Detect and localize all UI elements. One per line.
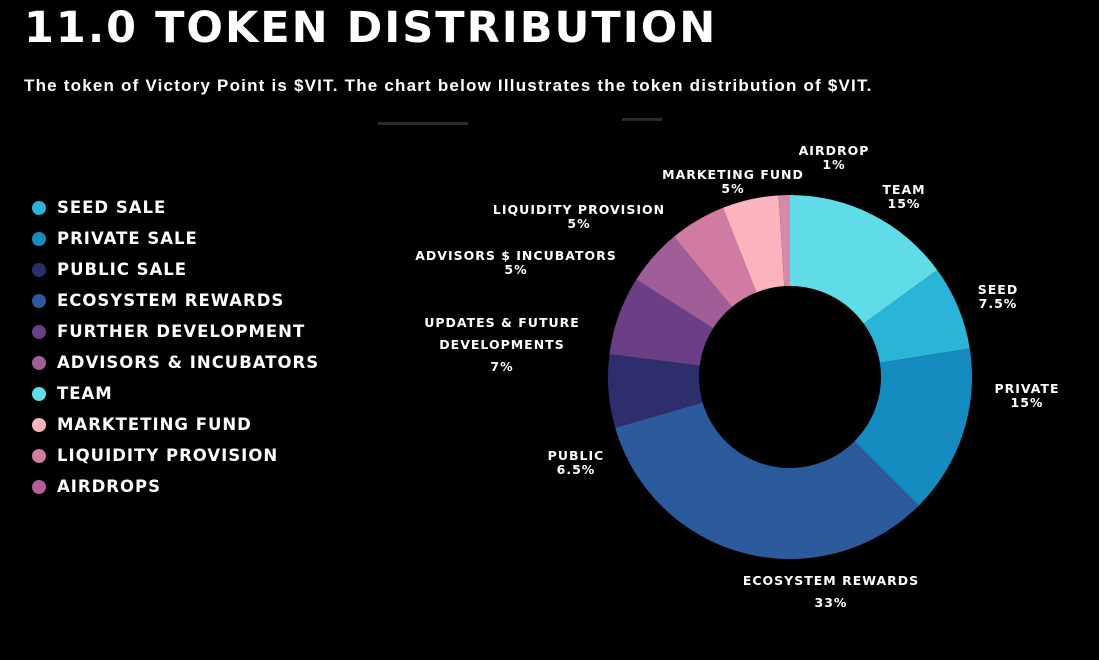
slice-label-line: 5% [567,216,590,231]
legend-swatch [32,386,46,401]
chart-labels: TEAM 15%SEED 7.5%PRIVATE 15%ECOSYSTEM REWAR… [415,143,1059,610]
divider-line [622,118,662,121]
slice-label-private: PRIVATE 15% [994,381,1059,410]
slice-label-line: 6.5% [557,462,596,477]
slice-label-airdrop: AIRDROP 1% [799,143,870,172]
slice-label-line: PUBLIC [548,448,605,463]
legend-swatch [32,200,46,215]
legend-item: SEED SALE [32,192,319,223]
slice-label-line: 5% [504,262,527,277]
legend-swatch [32,231,46,246]
slice-label-line: 7% [490,359,513,374]
page-title: 11.0 TOKEN DISTRIBUTION [24,3,718,53]
legend-item: PUBLIC SALE [32,254,319,285]
legend-swatch [32,417,46,432]
slice-marketing [723,195,785,293]
slice-label-line: 15% [1011,395,1044,410]
legend-item: TEAM [32,378,319,409]
slice-label-line: UPDATES & FUTURE [424,315,580,330]
chart-legend: SEED SALE PRIVATE SALE PUBLIC SALE ECOSY… [32,192,319,502]
slice-label-line: TEAM [882,182,925,197]
legend-label: MARKTETING FUND [57,415,252,434]
slice-label-line: 15% [888,196,921,211]
legend-item: LIQUIDITY PROVISION [32,440,319,471]
slice-label-line: AIRDROP [799,143,870,158]
legend-label: ECOSYSTEM REWARDS [57,291,285,310]
legend-swatch [32,324,46,339]
slice-private [854,348,972,506]
slice-label-line: 5% [721,181,744,196]
slice-updates [609,279,714,366]
legend-label: AIRDROPS [57,477,162,496]
slice-label-public: PUBLIC 6.5% [548,448,605,477]
slice-label-line: 1% [822,157,845,172]
slice-label-seed: SEED 7.5% [978,282,1018,311]
legend-item: PRIVATE SALE [32,223,319,254]
legend-swatch [32,262,46,277]
legend-swatch [32,355,46,370]
slice-label-line: 7.5% [979,296,1018,311]
legend-label: PUBLIC SALE [57,260,188,279]
slice-seed [863,270,970,363]
slice-label-line: PRIVATE [994,381,1059,396]
legend-swatch [32,293,46,308]
slice-label-line: 33% [815,595,848,610]
legend-label: TEAM [57,384,113,403]
legend-item: ECOSYSTEM REWARDS [32,285,319,316]
legend-item: FURTHER DEVELOPMENT [32,316,319,347]
slice-airdrop [778,195,790,287]
legend-swatch [32,479,46,494]
slice-team [790,195,938,324]
page-subtitle: The token of Victory Point is $VIT. The … [24,76,873,95]
slice-label-line: ECOSYSTEM REWARDS [743,573,919,588]
legend-swatch [32,448,46,463]
slice-label-line: ADVISORS $ INCUBATORS [415,248,616,263]
slice-label-team: TEAM 15% [882,182,925,211]
legend-label: PRIVATE SALE [57,229,198,248]
legend-label: FURTHER DEVELOPMENT [57,322,306,341]
divider-line [378,122,468,125]
slice-label-liquidity: LIQUIDITY PROVISION 5% [493,202,665,231]
legend-item: AIRDROPS [32,471,319,502]
slice-label-advisors: ADVISORS $ INCUBATORS 5% [415,248,616,277]
legend-label: LIQUIDITY PROVISION [57,446,279,465]
slice-label-line: MARKETING FUND [662,167,804,182]
slice-label-ecosystem: ECOSYSTEM REWARDS 33% [743,573,919,610]
slice-liquidity [673,207,757,307]
slice-label-marketing: MARKETING FUND 5% [662,167,804,196]
slice-label-line: SEED [978,282,1018,297]
slice-ecosystem [615,402,919,559]
chart-slices [608,195,972,559]
legend-item: ADVISORS & INCUBATORS [32,347,319,378]
legend-label: ADVISORS & INCUBATORS [57,353,320,372]
slice-advisors [636,236,732,329]
legend-item: MARKTETING FUND [32,409,319,440]
slice-public [608,354,703,428]
slice-label-line: DEVELOPMENTS [439,337,564,352]
slice-label-line: LIQUIDITY PROVISION [493,202,665,217]
slice-label-updates: UPDATES & FUTURE DEVELOPMENTS 7% [424,315,580,374]
legend-label: SEED SALE [57,198,167,217]
